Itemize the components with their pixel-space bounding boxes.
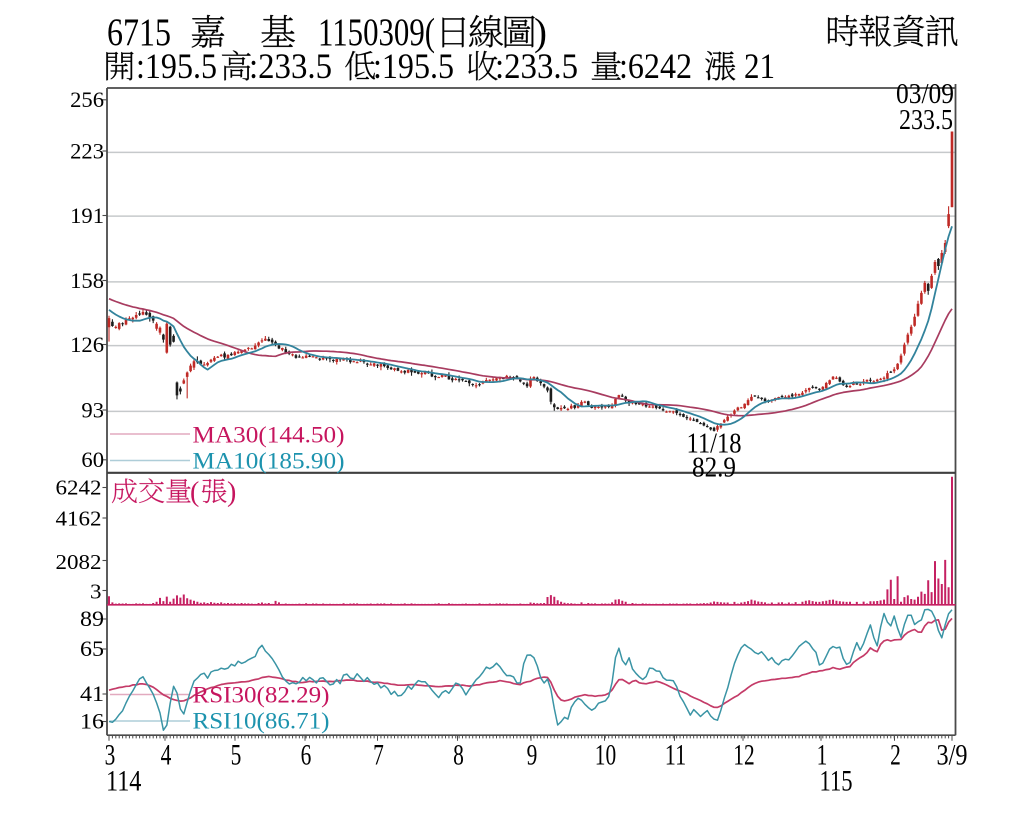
svg-text:MA30(144.50): MA30(144.50) <box>193 423 345 448</box>
svg-text:16: 16 <box>80 709 104 734</box>
svg-text:4162: 4162 <box>56 506 102 530</box>
svg-text:): ) <box>227 477 236 508</box>
svg-text:5: 5 <box>231 739 242 772</box>
svg-text::195.5: :195.5 <box>373 46 454 86</box>
svg-text:4: 4 <box>161 739 172 772</box>
svg-text:2082: 2082 <box>56 550 102 574</box>
svg-text:6: 6 <box>301 739 312 772</box>
svg-text:11: 11 <box>665 739 686 772</box>
svg-text:7: 7 <box>373 739 384 772</box>
svg-text:(: ( <box>190 477 199 508</box>
svg-text:60: 60 <box>81 447 104 472</box>
svg-text:8: 8 <box>453 739 464 772</box>
svg-text:65: 65 <box>80 636 104 661</box>
svg-text:3: 3 <box>105 739 116 772</box>
svg-text:2: 2 <box>890 739 901 772</box>
svg-text:3/9: 3/9 <box>937 739 968 772</box>
svg-text:6242: 6242 <box>56 475 102 499</box>
svg-text:11/18: 11/18 <box>687 428 742 460</box>
svg-text:1: 1 <box>817 739 828 772</box>
svg-text:126: 126 <box>70 332 104 357</box>
svg-text:223: 223 <box>70 138 104 163</box>
svg-text:1150309(: 1150309( <box>318 11 435 54</box>
svg-text:12: 12 <box>733 739 754 772</box>
svg-text::195.5: :195.5 <box>136 46 217 86</box>
svg-text:82.9: 82.9 <box>692 452 736 484</box>
svg-text:9: 9 <box>527 739 538 772</box>
svg-text:89: 89 <box>80 606 104 631</box>
svg-text::233.5: :233.5 <box>495 46 578 86</box>
svg-text::233.5: :233.5 <box>249 46 332 86</box>
svg-text:158: 158 <box>70 268 104 293</box>
svg-text:191: 191 <box>70 203 104 228</box>
svg-text:MA10(185.90): MA10(185.90) <box>193 449 345 474</box>
svg-text:RSI10(86.71): RSI10(86.71) <box>193 709 330 734</box>
svg-text:RSI30(82.29): RSI30(82.29) <box>193 683 330 708</box>
svg-text::6242: :6242 <box>619 46 692 86</box>
svg-text:256: 256 <box>70 87 104 112</box>
svg-text:41: 41 <box>80 681 104 706</box>
svg-text:233.5: 233.5 <box>899 104 953 136</box>
svg-text:114: 114 <box>106 766 142 798</box>
svg-text:): ) <box>534 11 547 54</box>
svg-text:3: 3 <box>90 579 102 603</box>
svg-text:93: 93 <box>81 397 104 422</box>
svg-text:6715: 6715 <box>107 11 171 54</box>
svg-text:03/09: 03/09 <box>896 78 954 110</box>
svg-text:21: 21 <box>744 46 775 86</box>
svg-text:10: 10 <box>595 739 616 772</box>
svg-text:115: 115 <box>820 766 853 798</box>
